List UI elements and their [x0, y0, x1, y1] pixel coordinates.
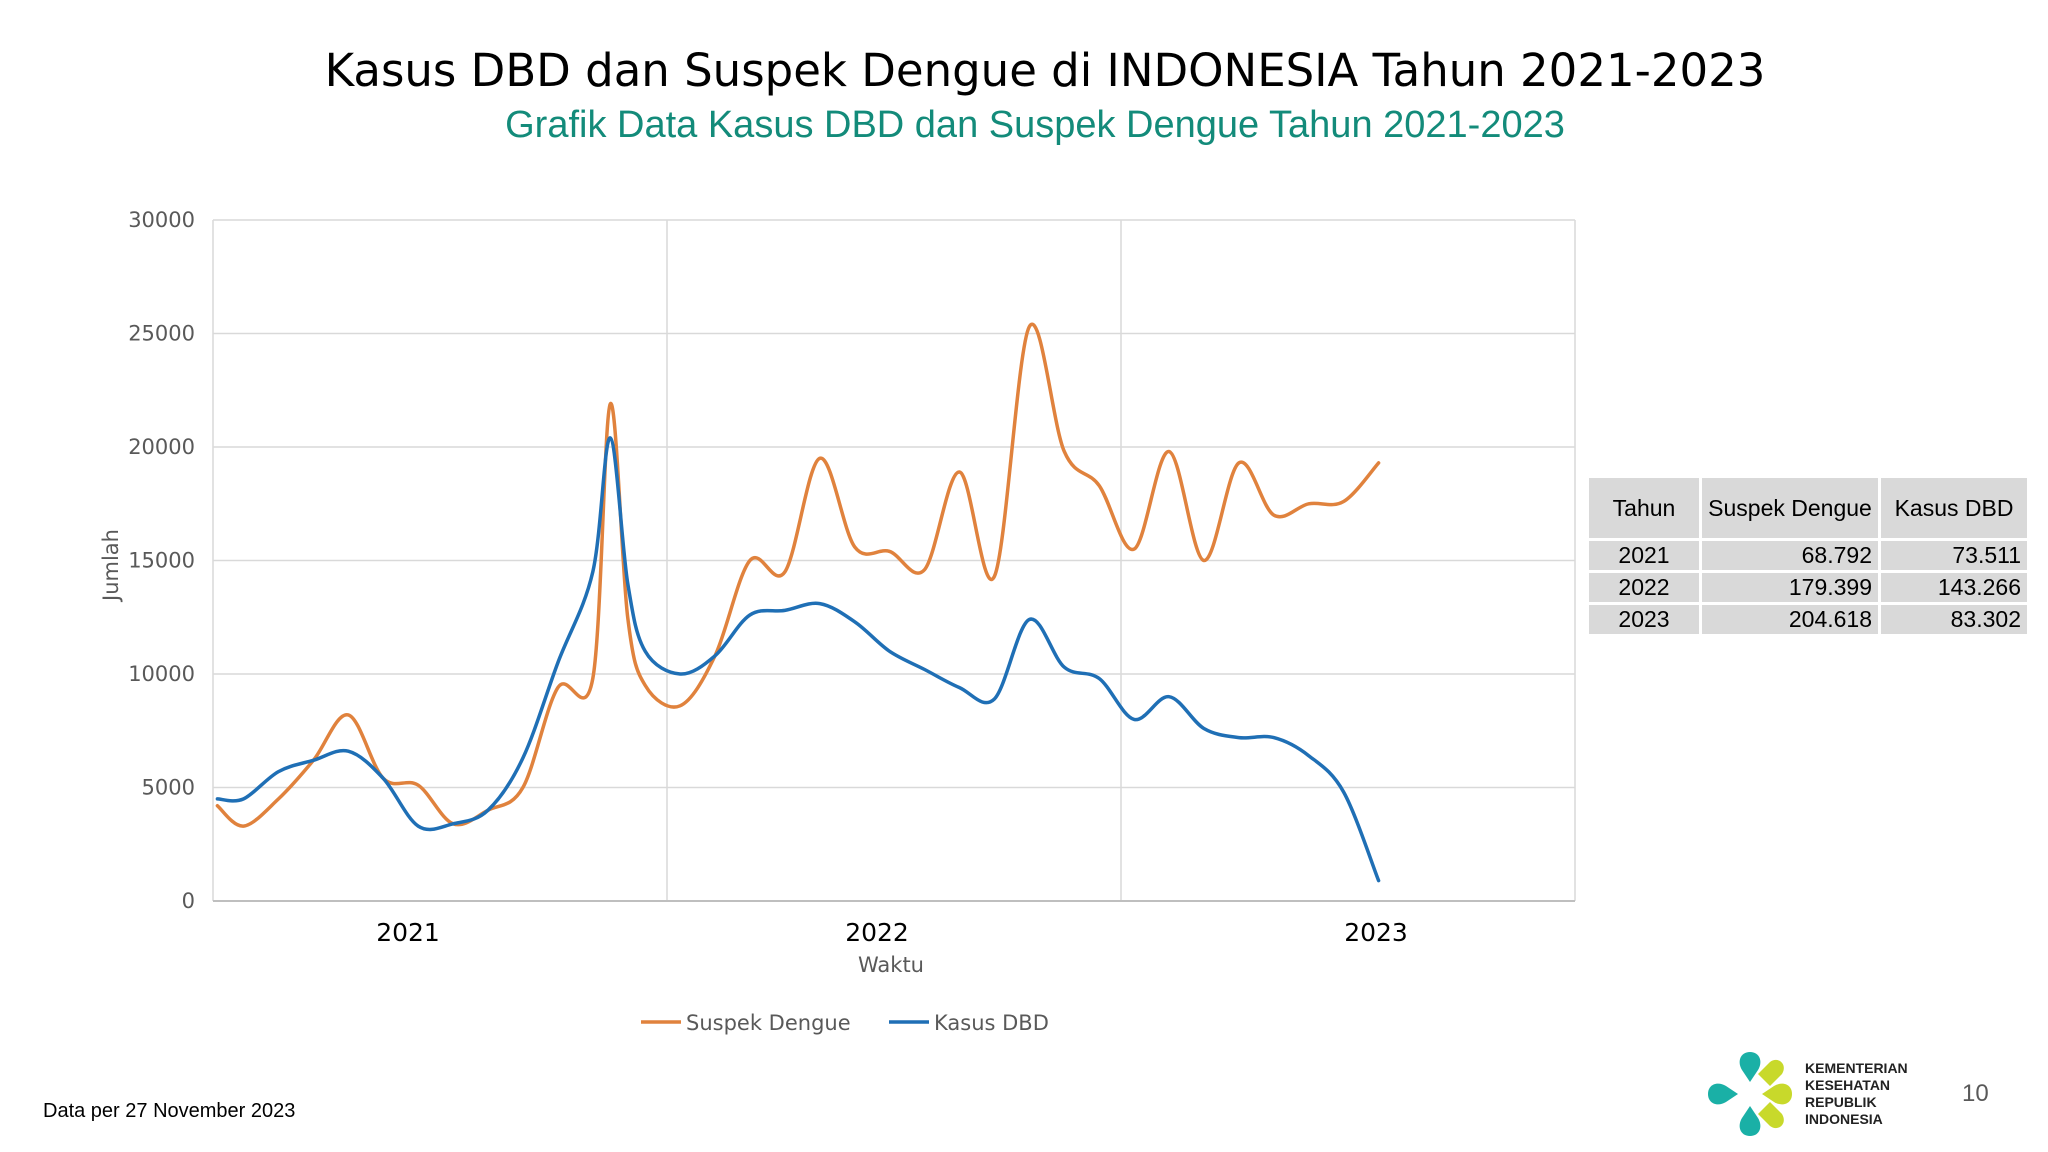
- y-axis-title: Jumlah: [99, 529, 123, 603]
- line-chart: 0 5000 10000 15000 20000 25000 30000 2021 2022 20…: [99, 208, 1576, 1035]
- summary-table: Tahun Suspek Dengue Kasus DBD 2021 68.79…: [1586, 475, 2030, 637]
- page-subtitle: Grafik Data Kasus DBD dan Suspek Dengue …: [505, 104, 1565, 146]
- y-tick-label: 30000: [128, 208, 195, 232]
- table-cell-suspek: 179.399: [1702, 573, 1878, 602]
- chart-legend: Suspek Dengue Kasus DBD: [641, 1011, 1049, 1035]
- logo-line: KEMENTERIAN: [1805, 1060, 1908, 1076]
- table-cell-kasus: 143.266: [1881, 573, 2027, 602]
- y-tick-label: 0: [182, 889, 195, 913]
- table-cell-suspek: 68.792: [1702, 541, 1878, 570]
- data-date-footnote: Data per 27 November 2023: [43, 1100, 296, 1122]
- y-tick-label: 15000: [128, 549, 195, 573]
- table-header-tahun: Tahun: [1589, 478, 1699, 538]
- chart-axes: 0 5000 10000 15000 20000 25000 30000 2021 2022 20…: [99, 208, 1575, 977]
- logo-line: REPUBLIK: [1805, 1094, 1877, 1110]
- table-cell-kasus: 83.302: [1881, 605, 2027, 634]
- chart-series: [215, 322, 1381, 883]
- legend-label: Suspek Dengue: [686, 1011, 851, 1035]
- page-number: 10: [1962, 1080, 1989, 1107]
- x-axis-title: Waktu: [858, 953, 924, 977]
- table-cell-year: 2022: [1589, 573, 1699, 602]
- logo-line: INDONESIA: [1805, 1111, 1883, 1127]
- kemenkes-logo-text: KEMENTERIAN KESEHATAN REPUBLIK INDONESIA: [1805, 1060, 1908, 1128]
- kemenkes-logo-icon: [1708, 1052, 1792, 1136]
- y-tick-label: 20000: [128, 435, 195, 459]
- legend-label: Kasus DBD: [934, 1011, 1049, 1035]
- table-row: 2021 68.792 73.511: [1589, 541, 2027, 570]
- table-row: 2022 179.399 143.266: [1589, 573, 2027, 602]
- series-line-suspek-dengue: [215, 322, 1381, 828]
- table-cell-year: 2023: [1589, 605, 1699, 634]
- y-tick-label: 25000: [128, 322, 195, 346]
- page-title: Kasus DBD dan Suspek Dengue di INDONESIA…: [324, 44, 1766, 97]
- table-header-suspek: Suspek Dengue: [1702, 478, 1878, 538]
- y-tick-label: 5000: [142, 776, 195, 800]
- y-tick-label: 10000: [128, 662, 195, 686]
- table-cell-year: 2021: [1589, 541, 1699, 570]
- x-year-label: 2022: [845, 918, 909, 947]
- table-header-kasus: Kasus DBD: [1881, 478, 2027, 538]
- table-header-row: Tahun Suspek Dengue Kasus DBD: [1589, 478, 2027, 538]
- chart-grid: [212, 219, 1576, 902]
- table-cell-kasus: 73.511: [1881, 541, 2027, 570]
- x-year-label: 2021: [376, 918, 440, 947]
- table-row: 2023 204.618 83.302: [1589, 605, 2027, 634]
- logo-line: KESEHATAN: [1805, 1077, 1891, 1093]
- table-cell-suspek: 204.618: [1702, 605, 1878, 634]
- x-year-label: 2023: [1344, 918, 1408, 947]
- series-line-kasus-dbd: [215, 436, 1381, 883]
